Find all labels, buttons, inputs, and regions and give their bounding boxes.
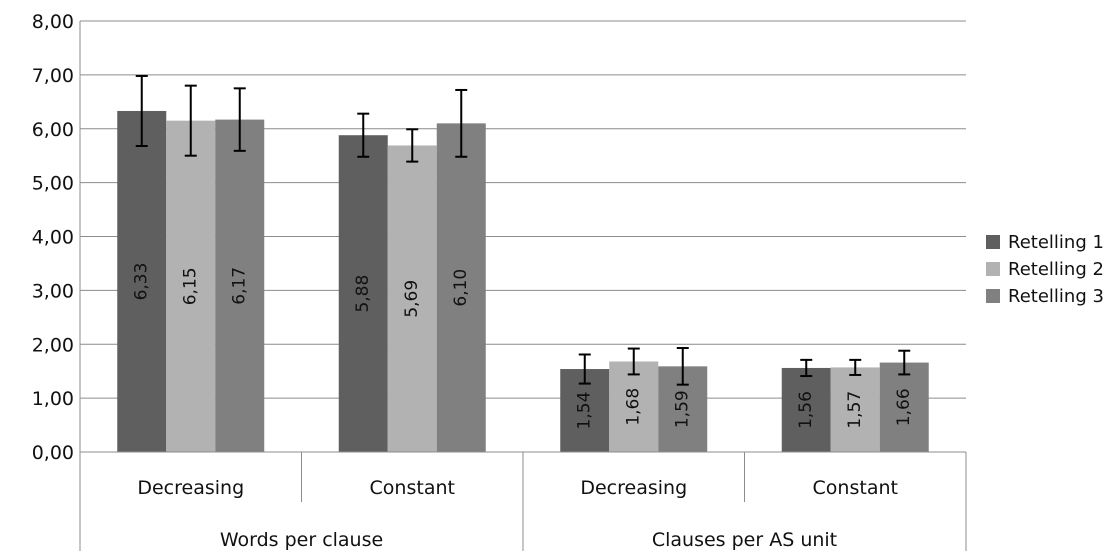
x-category-label: Constant: [813, 477, 898, 499]
data-label: 1,59: [673, 390, 693, 428]
x-group-label: Words per clause: [220, 529, 383, 551]
y-tick-label: 1,00: [32, 388, 74, 410]
x-category-label: Decreasing: [137, 477, 244, 499]
bar: [166, 120, 216, 452]
bar: [879, 362, 929, 452]
legend-swatch: [986, 262, 1000, 276]
legend-label: Retelling 1: [1008, 232, 1104, 253]
data-label: 6,17: [230, 267, 250, 305]
legend: Retelling 1 Retelling 2 Retelling 3: [986, 232, 1104, 307]
y-tick-label: 6,00: [32, 119, 74, 141]
y-tick-label: 3,00: [32, 280, 74, 302]
data-label: 6,33: [132, 263, 152, 301]
x-axis: Decreasing Constant Words per clause Decrea…: [79, 451, 967, 551]
x-category-label: Constant: [370, 477, 455, 499]
y-tick-label: 2,00: [32, 334, 74, 356]
data-label: 1,68: [624, 388, 644, 426]
y-tick-label: 0,00: [32, 442, 74, 464]
data-label: 5,88: [353, 275, 373, 313]
bar: [781, 367, 831, 452]
x-group-label: Clauses per AS unit: [652, 529, 837, 551]
legend-swatch: [986, 289, 1000, 303]
bar: [436, 123, 486, 453]
y-tick-label: 7,00: [32, 65, 74, 87]
data-label: 1,66: [894, 388, 914, 426]
legend-swatch: [986, 235, 1000, 249]
bar: [830, 367, 880, 452]
data-label: 1,54: [575, 392, 595, 430]
data-label: 6,15: [181, 267, 201, 305]
data-label: 1,57: [845, 391, 865, 429]
data-labels: 6,33 5,88 1,54 1,56 6,15 5,69 1,68 1,57 6,17 6,10…: [132, 263, 915, 430]
legend-label: Retelling 3: [1008, 286, 1104, 307]
bars: [117, 110, 929, 453]
bar: [215, 119, 265, 452]
bar: [338, 135, 388, 452]
bar: [387, 145, 437, 453]
error-bars: [135, 74, 911, 386]
y-axis: 0,00 1,00 2,00 3,00 4,00 5,00 6,00 7,00 8,00: [32, 11, 81, 464]
x-category-label: Decreasing: [580, 477, 687, 499]
legend-label: Retelling 2: [1008, 259, 1104, 280]
y-tick-label: 4,00: [32, 227, 74, 249]
data-label: 1,56: [796, 391, 816, 429]
y-tick-label: 8,00: [32, 11, 74, 33]
y-tick-label: 5,00: [32, 173, 74, 195]
bar: [117, 110, 167, 452]
data-label: 6,10: [451, 269, 471, 307]
data-label: 5,69: [402, 280, 422, 318]
bar: [609, 361, 659, 452]
